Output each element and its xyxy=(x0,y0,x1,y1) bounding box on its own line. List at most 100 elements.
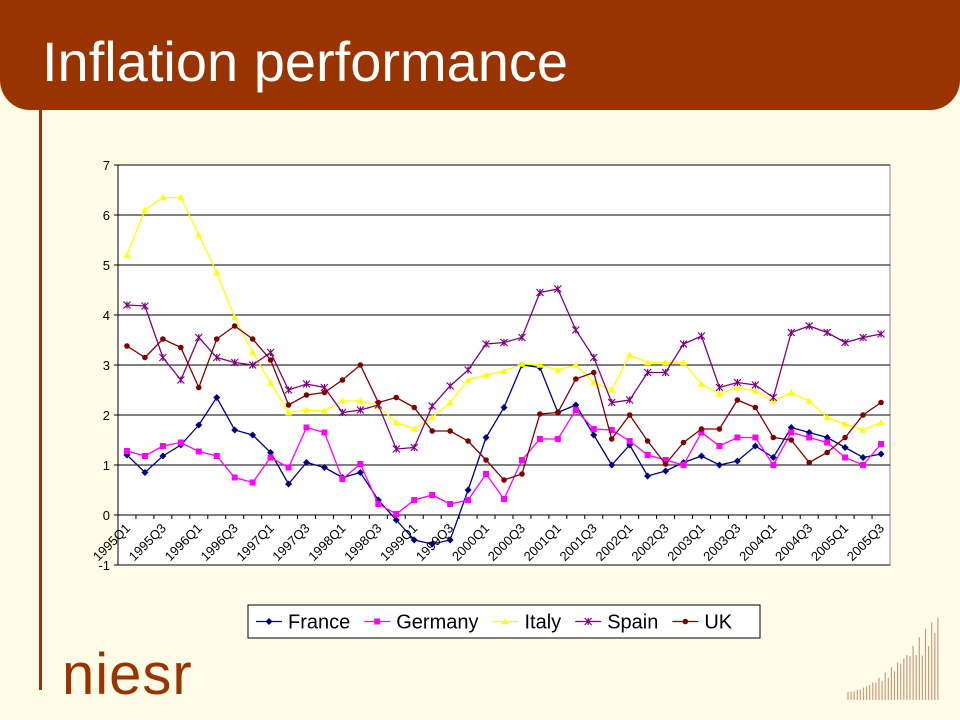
marker xyxy=(878,399,884,406)
marker xyxy=(446,536,454,544)
marker xyxy=(859,454,867,461)
marker xyxy=(285,402,292,408)
marker xyxy=(536,436,543,442)
marker xyxy=(285,464,292,471)
marker xyxy=(625,396,634,404)
marker xyxy=(356,406,365,414)
y-tick-label: 7 xyxy=(103,158,110,173)
marker xyxy=(392,445,401,453)
marker xyxy=(265,618,273,625)
marker xyxy=(859,333,867,342)
marker xyxy=(374,618,381,625)
marker xyxy=(447,428,453,434)
y-tick-label: 2 xyxy=(103,408,110,423)
marker xyxy=(123,251,131,258)
marker xyxy=(607,398,616,407)
marker xyxy=(375,399,382,406)
y-tick-label: 5 xyxy=(103,258,110,273)
marker xyxy=(231,426,239,434)
marker xyxy=(644,438,651,444)
marker xyxy=(195,421,203,429)
marker xyxy=(483,471,490,477)
marker xyxy=(644,452,651,458)
marker xyxy=(231,323,238,329)
marker xyxy=(249,349,257,356)
marker xyxy=(501,496,507,502)
marker xyxy=(590,379,598,386)
marker xyxy=(751,442,759,450)
marker xyxy=(662,457,669,463)
marker xyxy=(357,362,364,368)
marker xyxy=(195,384,202,391)
marker xyxy=(393,394,400,401)
marker xyxy=(679,340,688,348)
marker xyxy=(662,461,669,467)
marker xyxy=(428,402,437,410)
marker xyxy=(465,497,472,503)
marker xyxy=(267,454,274,461)
marker xyxy=(284,386,293,394)
marker xyxy=(123,301,131,309)
marker xyxy=(482,371,490,378)
marker xyxy=(680,359,688,366)
marker xyxy=(733,378,742,387)
marker xyxy=(715,383,724,392)
marker xyxy=(643,368,652,377)
marker xyxy=(231,474,238,481)
marker xyxy=(465,438,471,444)
marker xyxy=(464,376,472,383)
marker xyxy=(446,399,454,406)
marker xyxy=(734,434,741,441)
marker xyxy=(339,476,346,482)
marker xyxy=(303,459,311,466)
marker xyxy=(877,419,885,426)
marker xyxy=(410,536,418,544)
marker xyxy=(806,459,813,466)
marker xyxy=(573,376,579,382)
marker xyxy=(787,424,795,431)
marker xyxy=(410,443,419,452)
marker xyxy=(501,477,507,483)
marker xyxy=(356,469,364,476)
marker xyxy=(644,359,652,366)
marker xyxy=(411,404,418,411)
marker xyxy=(249,479,256,486)
marker xyxy=(177,194,185,201)
slide-title: Inflation performance xyxy=(42,30,569,93)
marker xyxy=(716,426,723,432)
marker xyxy=(572,361,580,368)
marker xyxy=(267,449,275,456)
marker xyxy=(535,288,544,297)
marker xyxy=(824,449,830,456)
marker xyxy=(411,497,418,503)
marker xyxy=(195,231,203,238)
marker xyxy=(842,454,849,461)
marker xyxy=(554,436,561,442)
marker xyxy=(626,412,633,418)
y-tick-label: -1 xyxy=(98,558,110,573)
marker xyxy=(584,617,593,626)
marker xyxy=(734,397,741,403)
marker xyxy=(590,369,597,376)
marker xyxy=(518,360,526,367)
marker xyxy=(680,439,687,446)
marker xyxy=(194,333,203,342)
legend-label: Germany xyxy=(396,612,478,634)
marker xyxy=(590,426,597,432)
marker xyxy=(572,407,579,413)
marker xyxy=(338,408,347,417)
side-rule xyxy=(39,110,42,690)
marker xyxy=(716,443,723,449)
marker xyxy=(213,453,220,459)
marker xyxy=(249,336,256,342)
marker xyxy=(392,516,400,524)
marker xyxy=(680,462,687,468)
marker xyxy=(428,540,436,548)
marker xyxy=(321,429,328,436)
marker xyxy=(142,354,148,361)
marker xyxy=(877,330,885,338)
marker xyxy=(230,358,239,367)
marker xyxy=(571,326,580,334)
marker xyxy=(303,424,310,431)
